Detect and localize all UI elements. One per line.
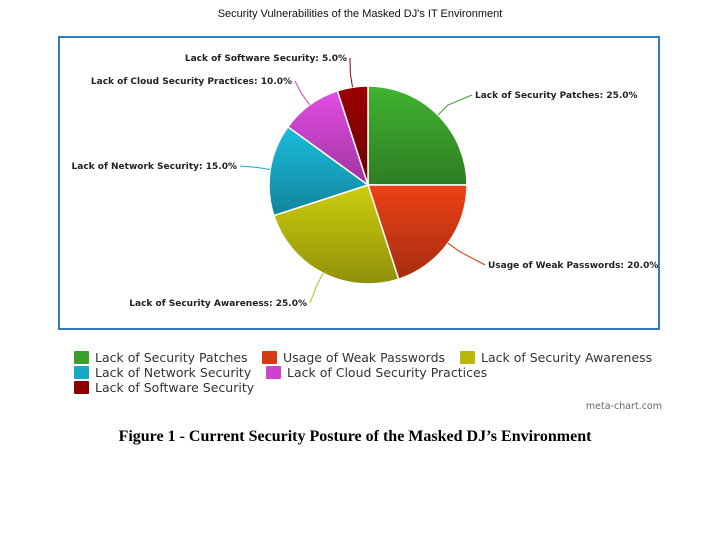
legend-item-weak-passwords: Usage of Weak Passwords	[262, 350, 445, 365]
pie-slice-0	[367, 85, 468, 186]
legend-label: Usage of Weak Passwords	[283, 350, 446, 365]
pie-chart: Lack of Security Patches: 25.0% Usage of …	[72, 54, 659, 309]
legend-label: Lack of Software Security	[95, 380, 255, 395]
legend-swatch	[74, 366, 89, 379]
legend-label: Lack of Security Patches	[95, 350, 248, 365]
slice-label-0: Lack of Security Patches: 25.0%	[475, 91, 638, 101]
slice-label-2: Lack of Security Awareness: 25.0%	[129, 299, 307, 309]
legend-swatch	[74, 381, 89, 394]
legend-item-cloud-security: Lack of Cloud Security Practices	[266, 365, 487, 380]
legend-label: Lack of Security Awareness	[481, 350, 653, 365]
leader-line-1	[447, 242, 486, 266]
legend-item-security-patches: Lack of Security Patches	[74, 350, 248, 365]
legend-swatch	[262, 351, 277, 364]
legend-swatch	[74, 351, 89, 364]
slice-label-5: Lack of Software Security: 5.0%	[185, 54, 347, 64]
legend-item-security-awareness: Lack of Security Awareness	[460, 350, 652, 365]
leader-line-4	[294, 80, 311, 106]
leader-line-2	[309, 272, 324, 304]
figure-caption: Figure 1 - Current Security Posture of t…	[118, 428, 592, 445]
slice-label-3: Lack of Network Security: 15.0%	[72, 162, 237, 172]
slice-label-4: Lack of Cloud Security Practices: 10.0%	[91, 77, 292, 87]
pie-slice-2	[272, 184, 400, 285]
legend-swatch	[460, 351, 475, 364]
leader-line-0	[437, 94, 473, 116]
chart-credit: meta-chart.com	[585, 401, 662, 412]
slice-label-1: Usage of Weak Passwords: 20.0%	[488, 261, 658, 271]
legend-label: Lack of Cloud Security Practices	[287, 365, 488, 380]
leader-line-3	[239, 165, 271, 171]
legend-item-software-security: Lack of Software Security	[74, 380, 254, 395]
legend-swatch	[266, 366, 281, 379]
legend-label: Lack of Network Security	[95, 365, 252, 380]
leader-line-5	[349, 57, 354, 88]
chart-title: Security Vulnerabilities of the Masked D…	[217, 8, 503, 20]
legend-item-network-security: Lack of Network Security	[74, 365, 251, 380]
